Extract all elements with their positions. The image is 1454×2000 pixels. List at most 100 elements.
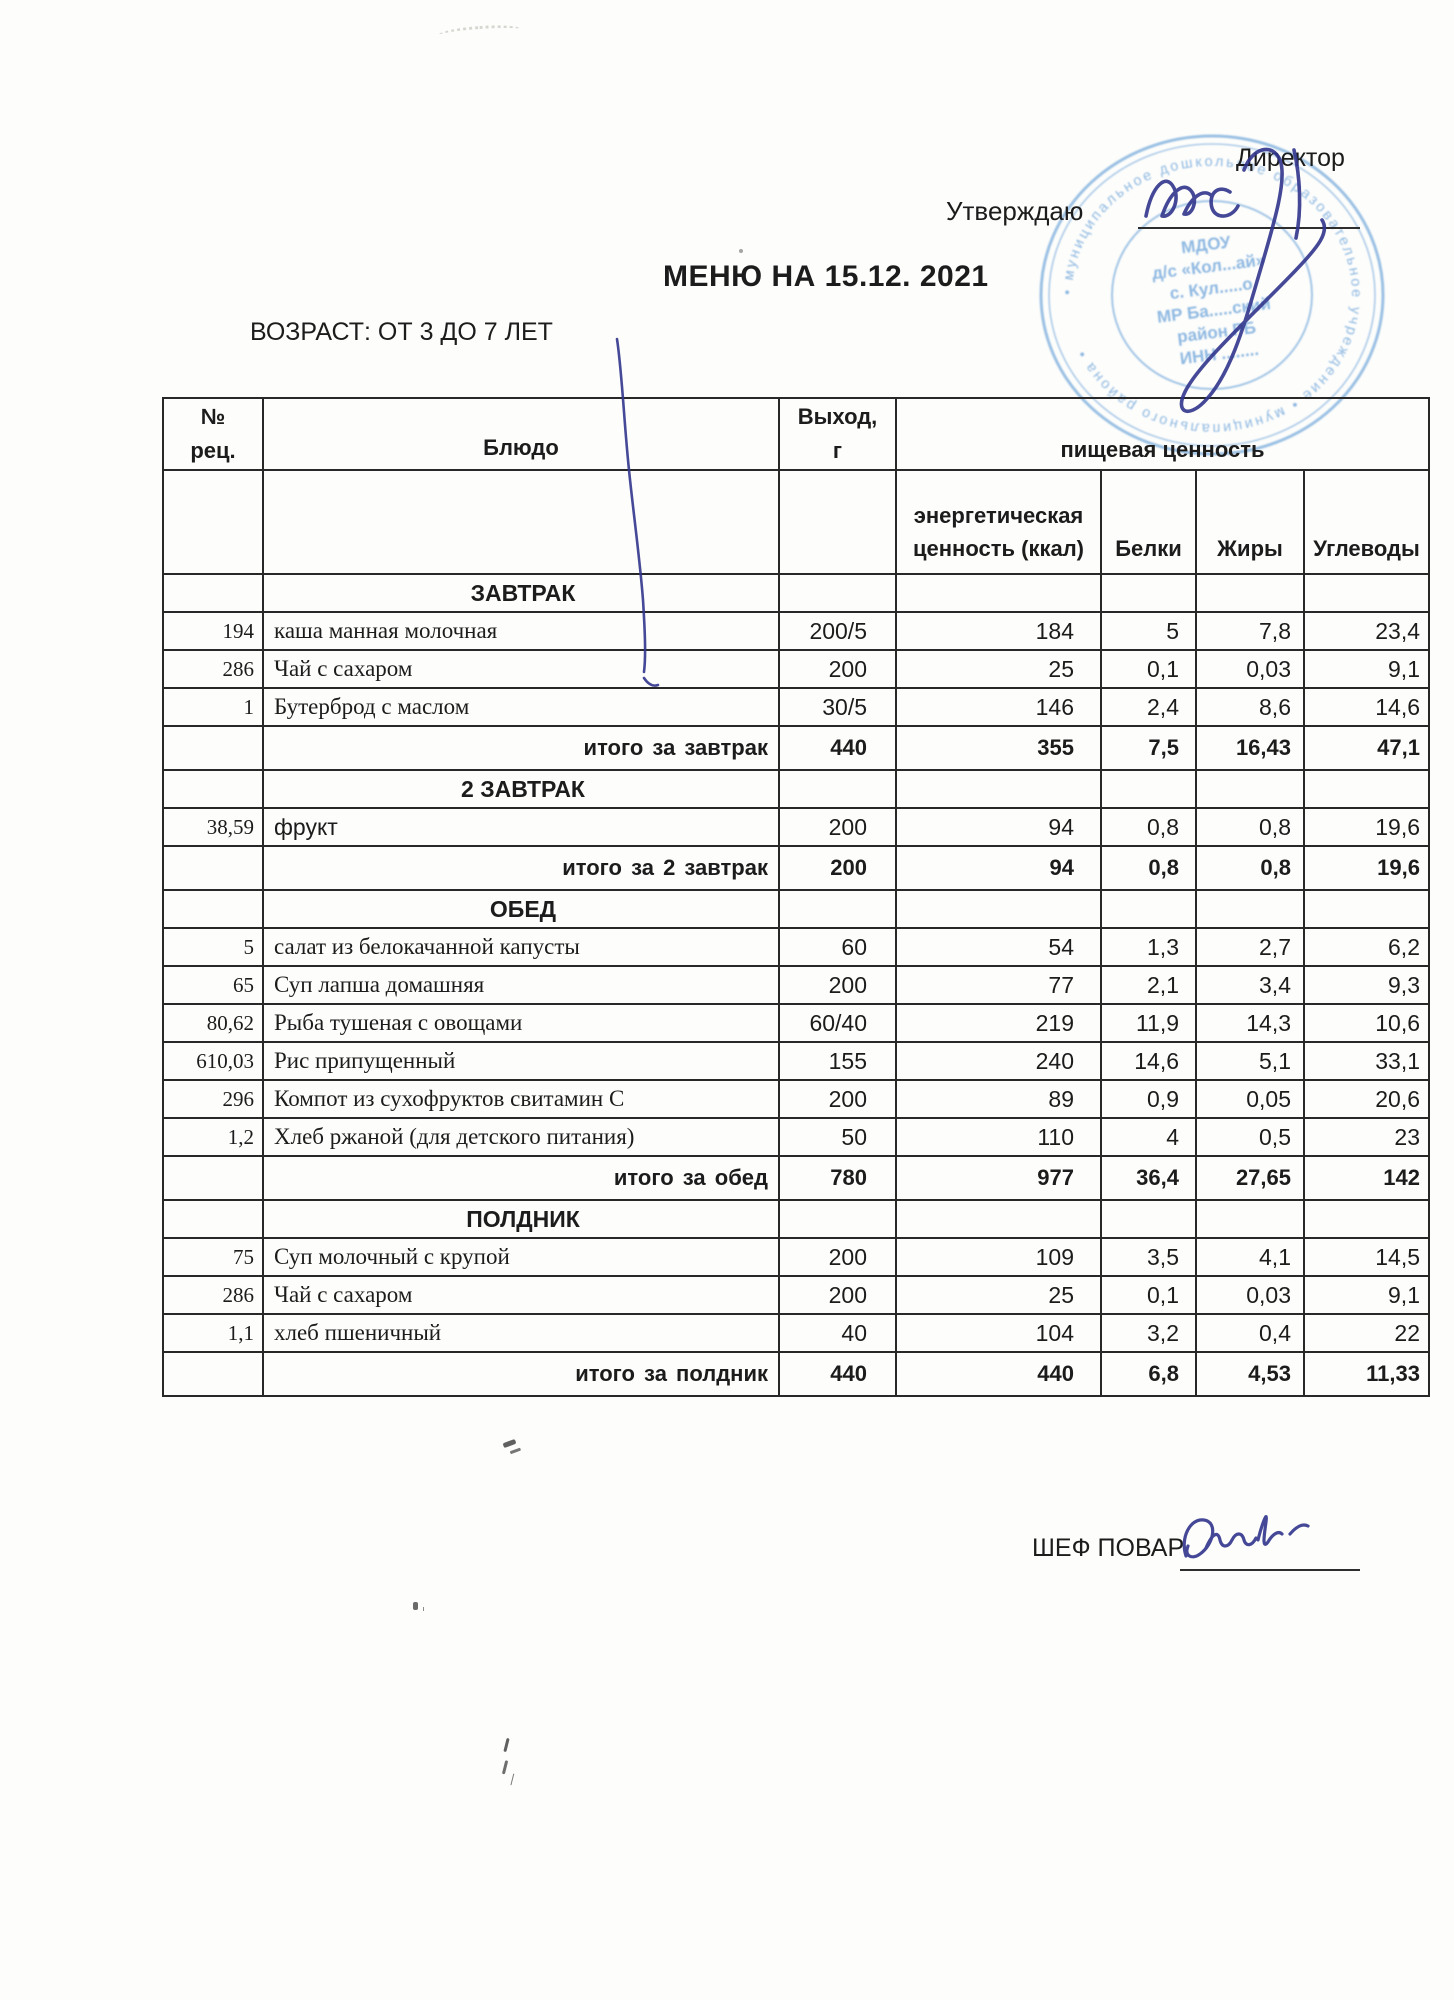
fat: 27,65 bbox=[1195, 1155, 1305, 1201]
energy-kcal: 109 bbox=[895, 1237, 1102, 1277]
svg-text:• муниципальное дошкольное обр: • муниципальное дошкольное образовательн… bbox=[1060, 154, 1364, 436]
energy-kcal: 110 bbox=[895, 1117, 1102, 1157]
director-label: Директор bbox=[1236, 144, 1345, 172]
carbs: 9,1 bbox=[1303, 1275, 1430, 1315]
menu-table: № рец. Блюдо Выход, г пищевая ценность э… bbox=[162, 397, 1430, 1397]
recipe-no: 80,62 bbox=[162, 1003, 264, 1043]
energy-kcal: 54 bbox=[895, 927, 1102, 967]
fat: 7,8 bbox=[1195, 611, 1305, 651]
scan-smudge bbox=[437, 23, 523, 42]
section-row: 2 ЗАВТРАК bbox=[162, 769, 1430, 809]
chef-signature-line bbox=[1180, 1569, 1360, 1571]
protein bbox=[1100, 1199, 1197, 1239]
dish-row: 286 Чай с сахаром 200 25 0,1 0,03 9,1 bbox=[162, 649, 1430, 689]
fat: 14,3 bbox=[1195, 1003, 1305, 1043]
energy-kcal: 977 bbox=[895, 1155, 1102, 1201]
fat bbox=[1195, 573, 1305, 613]
fat: 0,03 bbox=[1195, 649, 1305, 689]
dish-row: 38,59 фрукт 200 94 0,8 0,8 19,6 bbox=[162, 807, 1430, 847]
output-g: 200 bbox=[778, 965, 897, 1005]
dish-name: хлеб пшеничный bbox=[262, 1313, 780, 1353]
carbs bbox=[1303, 889, 1430, 929]
dish-name: итого за завтрак bbox=[262, 725, 780, 771]
recipe-no bbox=[162, 1351, 264, 1397]
dish-row: 1 Бутерброд с маслом 30/5 146 2,4 8,6 14,6 bbox=[162, 687, 1430, 727]
protein bbox=[1100, 573, 1197, 613]
recipe-no: 5 bbox=[162, 927, 264, 967]
output-g: 200 bbox=[778, 1079, 897, 1119]
dish-row: 1,2 Хлеб ржаной (для детского питания) 50 1… bbox=[162, 1117, 1430, 1157]
scan-artifact bbox=[503, 1737, 510, 1753]
recipe-no bbox=[162, 1199, 264, 1239]
col-header-energy: энергетическая ценность (ккал) bbox=[895, 469, 1102, 575]
section-row: ПОЛДНИК bbox=[162, 1199, 1430, 1239]
dish-row: 1,1 хлеб пшеничный 40 104 3,2 0,4 22 bbox=[162, 1313, 1430, 1353]
recipe-no: 296 bbox=[162, 1079, 264, 1119]
carbs: 6,2 bbox=[1303, 927, 1430, 967]
energy-kcal: 146 bbox=[895, 687, 1102, 727]
dish-name: Чай с сахаром bbox=[262, 649, 780, 689]
carbs: 14,6 bbox=[1303, 687, 1430, 727]
energy-kcal: 25 bbox=[895, 649, 1102, 689]
director-signature-line bbox=[1138, 227, 1360, 229]
col-header-fat: Жиры bbox=[1195, 469, 1305, 575]
protein: 4 bbox=[1100, 1117, 1197, 1157]
output-g bbox=[778, 889, 897, 929]
output-g: 200 bbox=[778, 807, 897, 847]
fat: 2,7 bbox=[1195, 927, 1305, 967]
energy-kcal: 440 bbox=[895, 1351, 1102, 1397]
dish-name: итого за 2 завтрак bbox=[262, 845, 780, 891]
energy-kcal: 355 bbox=[895, 725, 1102, 771]
director-signature bbox=[1144, 147, 1327, 414]
dish-name: Рис припущенный bbox=[262, 1041, 780, 1081]
protein: 36,4 bbox=[1100, 1155, 1197, 1201]
energy-kcal bbox=[895, 769, 1102, 809]
stamp-inner-ring bbox=[1111, 200, 1313, 390]
recipe-no bbox=[162, 845, 264, 891]
dish-row: 296 Компот из сухофруктов свитамин С 200 89… bbox=[162, 1079, 1430, 1119]
recipe-no: 38,59 bbox=[162, 807, 264, 847]
dish-name: Суп молочный с крупой bbox=[262, 1237, 780, 1277]
protein: 2,4 bbox=[1100, 687, 1197, 727]
energy-kcal: 77 bbox=[895, 965, 1102, 1005]
energy-kcal: 94 bbox=[895, 807, 1102, 847]
protein: 0,1 bbox=[1100, 649, 1197, 689]
protein: 0,8 bbox=[1100, 807, 1197, 847]
recipe-no: 286 bbox=[162, 649, 264, 689]
carbs: 22 bbox=[1303, 1313, 1430, 1353]
section-row: ОБЕД bbox=[162, 889, 1430, 929]
recipe-no: 194 bbox=[162, 611, 264, 651]
carbs bbox=[1303, 573, 1430, 613]
protein: 0,9 bbox=[1100, 1079, 1197, 1119]
svg-text:МДОУ: МДОУ bbox=[1180, 232, 1232, 257]
output-g: 40 bbox=[778, 1313, 897, 1353]
svg-text:район РБ: район РБ bbox=[1176, 318, 1257, 347]
output-g bbox=[778, 1199, 897, 1239]
recipe-no bbox=[162, 573, 264, 613]
output-g: 60 bbox=[778, 927, 897, 967]
fat: 0,5 bbox=[1195, 1117, 1305, 1157]
chef-label: ШЕФ ПОВАР bbox=[1032, 1534, 1185, 1562]
output-g bbox=[778, 769, 897, 809]
col-header-nutrition: пищевая ценность bbox=[895, 397, 1430, 471]
carbs: 9,3 bbox=[1303, 965, 1430, 1005]
protein: 5 bbox=[1100, 611, 1197, 651]
dish-name: Компот из сухофруктов свитамин С bbox=[262, 1079, 780, 1119]
fat: 4,53 bbox=[1195, 1351, 1305, 1397]
fat: 0,8 bbox=[1195, 845, 1305, 891]
energy-kcal bbox=[895, 573, 1102, 613]
carbs: 14,5 bbox=[1303, 1237, 1430, 1277]
section-row: ЗАВТРАК bbox=[162, 573, 1430, 613]
recipe-no: 65 bbox=[162, 965, 264, 1005]
carbs: 23 bbox=[1303, 1117, 1430, 1157]
carbs: 33,1 bbox=[1303, 1041, 1430, 1081]
dish-name: Хлеб ржаной (для детского питания) bbox=[262, 1117, 780, 1157]
col-header-recipe-no: № рец. bbox=[162, 397, 264, 471]
svg-text:с. Кул.....о: с. Кул.....о bbox=[1169, 274, 1254, 303]
dish-name: Суп лапша домашняя bbox=[262, 965, 780, 1005]
output-g: 155 bbox=[778, 1041, 897, 1081]
output-g: 440 bbox=[778, 725, 897, 771]
carbs: 23,4 bbox=[1303, 611, 1430, 651]
menu-title: МЕНЮ НА 15.12. 2021 bbox=[663, 260, 989, 293]
